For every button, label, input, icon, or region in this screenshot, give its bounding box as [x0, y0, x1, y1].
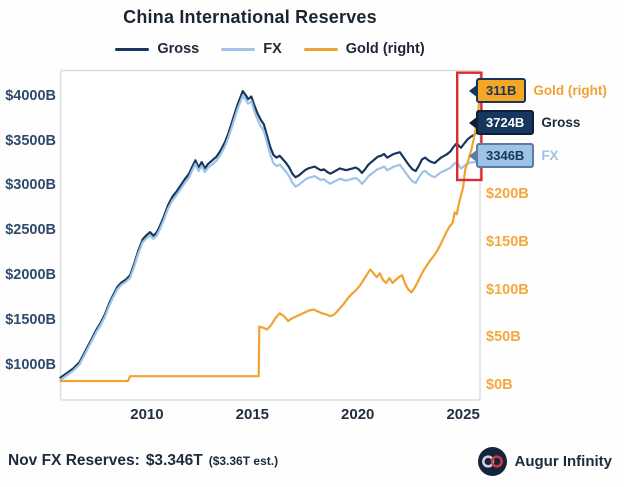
fx-series-label: FX: [541, 148, 559, 163]
end-label-gold: 311B Gold (right): [476, 78, 607, 103]
legend-label-fx: FX: [263, 41, 282, 57]
x-axis-tick-label: 2020: [341, 406, 375, 423]
gross-value-badge: 3724B: [476, 110, 535, 135]
y-axis-right-tick-label: $150B: [486, 233, 529, 250]
y-axis-right-tick-label: $100B: [486, 281, 529, 298]
gross-series-label: Gross: [541, 115, 581, 130]
legend-label-gross: Gross: [157, 41, 200, 57]
legend-item-gross: Gross: [115, 41, 199, 57]
brand-lockup: Augur Infinity: [477, 446, 613, 477]
y-axis-left-tick-label: $4000B: [5, 87, 56, 104]
y-axis-left-tick-label: $2000B: [5, 267, 56, 284]
fx-value-badge: 3346B: [476, 143, 535, 168]
x-axis-tick-label: 2025: [446, 406, 480, 423]
chart-title: China International Reserves: [123, 7, 377, 27]
y-axis-left-tick-label: $2500B: [5, 222, 56, 239]
y-axis-left-tick-label: $3000B: [5, 177, 56, 194]
legend-item-gold: Gold (right): [303, 41, 425, 57]
fx-reserves-note: Nov FX Reserves: $3.346T ($3.36T est.): [8, 452, 278, 470]
end-label-gross: 3724B Gross: [476, 110, 580, 135]
series-line-gross: [59, 89, 482, 379]
fx-note-prefix: Nov FX Reserves:: [8, 452, 140, 469]
augur-infinity-logo-icon: [477, 446, 507, 476]
legend-swatch-gross: [115, 47, 150, 51]
gold-series-label: Gold (right): [533, 83, 607, 98]
legend-label-gold: Gold (right): [345, 41, 425, 57]
series-line-fx: [59, 94, 482, 381]
brand-name: Augur Infinity: [514, 452, 613, 470]
chart-legend: Gross FX Gold (right): [0, 41, 540, 57]
x-axis-tick-label: 2010: [130, 406, 164, 423]
legend-swatch-gold: [303, 47, 338, 51]
y-axis-left-tick-label: $1500B: [5, 312, 56, 329]
fx-note-value: $3.346T: [145, 452, 203, 469]
y-axis-right-tick-label: $50B: [486, 329, 521, 346]
end-label-fx: 3346B FX: [476, 143, 559, 168]
y-axis-right-tick-label: $0B: [486, 376, 513, 393]
legend-item-fx: FX: [221, 41, 282, 57]
y-axis-left-tick-label: $1000B: [5, 356, 56, 373]
series-line-gold-right: [59, 87, 482, 383]
y-axis-left-tick-label: $3500B: [5, 132, 56, 149]
y-axis-right-tick-label: $200B: [486, 186, 529, 203]
x-axis-tick-label: 2015: [235, 406, 270, 423]
gold-value-badge: 311B: [476, 78, 527, 103]
legend-swatch-fx: [221, 47, 256, 51]
fx-note-estimate: ($3.36T est.): [208, 454, 279, 468]
footer: Nov FX Reserves: $3.346T ($3.36T est.) A…: [0, 441, 624, 481]
plot-background: [59, 69, 481, 401]
